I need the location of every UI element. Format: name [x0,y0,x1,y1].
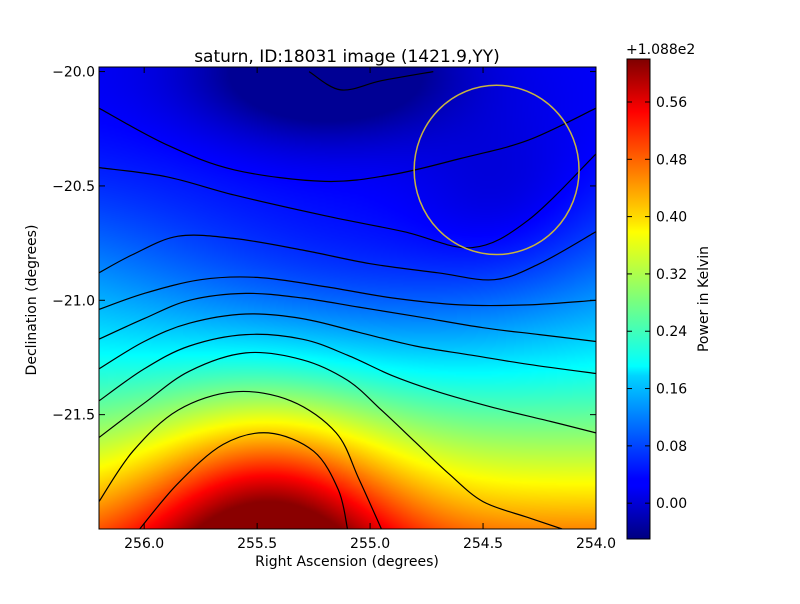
contour-line-9 [99,351,563,529]
x-axis-label: Right Ascension (degrees) [255,554,439,570]
contour-line-3 [99,153,596,249]
contour-line-7 [99,313,596,375]
x-axis-ticks: 256.0 255.5 255.0 254.5 254.0 [124,67,616,552]
x-tick-label: 255.5 [237,536,277,552]
heatmap-image [99,67,596,529]
contour-line-5 [99,276,596,310]
colorbar: 0.00 0.08 0.16 0.24 0.32 0.40 0.48 0.56 +1.088e… [626,42,712,540]
colorbar-tick-label: 0.00 [656,496,687,512]
circle-layer [413,84,580,256]
x-tick-label: 254.0 [576,536,616,552]
colorbar-tick-label: 0.24 [656,324,687,340]
contour-line-4 [99,231,596,281]
contour-layer [99,71,596,529]
contour-line-10 [99,390,382,529]
colorbar-tick-label: 0.48 [656,152,687,168]
x-tick-label: 256.0 [124,536,164,552]
x-tick-label: 255.0 [350,536,390,552]
contour-line-8 [99,333,596,434]
colorbar-tick-label: 0.56 [656,95,687,111]
contour-line-2 [99,107,596,183]
colorbar-tick-label: 0.08 [656,439,687,455]
y-axis-ticks: −20.0 −20.5 −21.0 −21.5 [52,65,596,424]
colorbar-tick-label: 0.32 [656,267,687,283]
x-tick-label: 254.5 [463,536,503,552]
source-circle [413,84,580,256]
chart-title: saturn, ID:18031 image (1421.9,YY) [194,47,500,67]
contour-line-6 [99,292,596,343]
plot-frame [98,66,597,530]
colorbar-ticks: 0.00 0.08 0.16 0.24 0.32 0.40 0.48 0.56 [627,95,687,512]
colorbar-tick-label: 0.40 [656,210,687,226]
contour-line-1 [308,71,434,91]
y-tick-label: −21.5 [52,408,95,424]
y-tick-label: −20.5 [52,179,95,195]
colorbar-offset-label: +1.088e2 [626,42,695,58]
colorbar-tick-label: 0.16 [656,382,687,398]
y-tick-label: −20.0 [52,65,95,81]
contour-line-11 [139,432,349,529]
y-axis-label: Declination (degrees) [24,225,40,376]
colorbar-label: Power in Kelvin [696,246,712,352]
colorbar-gradient [626,58,651,540]
y-tick-label: −21.0 [52,293,95,309]
plot-area [98,66,597,530]
